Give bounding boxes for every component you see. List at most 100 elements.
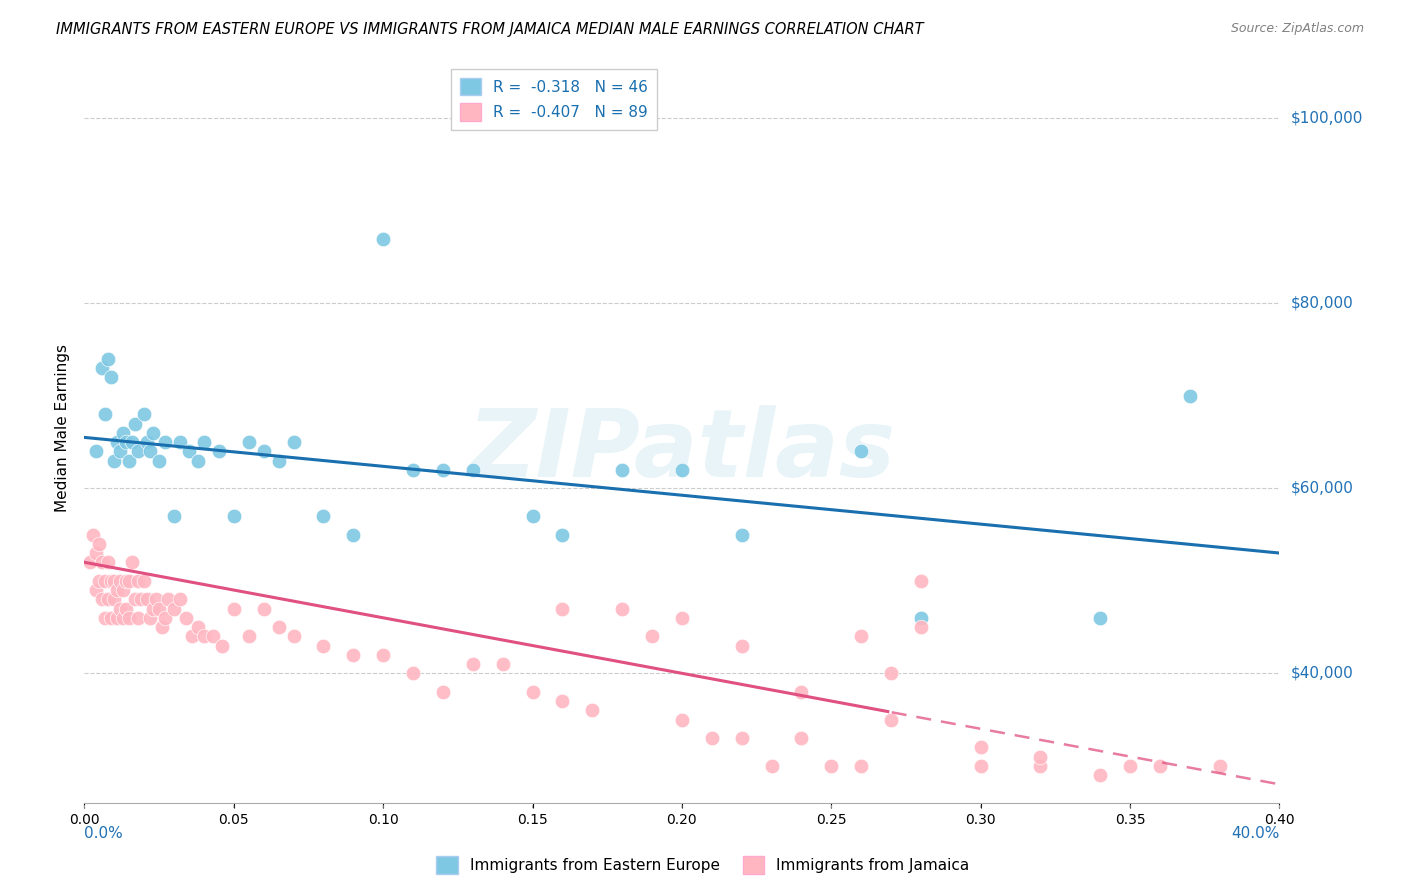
Point bbox=[91, 361, 114, 376]
Point bbox=[253, 601, 276, 615]
Point bbox=[127, 611, 149, 625]
Point bbox=[1029, 749, 1052, 764]
Point bbox=[731, 639, 754, 653]
Point bbox=[136, 435, 159, 450]
Point bbox=[1119, 759, 1142, 773]
Point bbox=[169, 592, 191, 607]
Point bbox=[1090, 768, 1112, 782]
Point bbox=[761, 759, 783, 773]
Point bbox=[100, 574, 122, 588]
Point bbox=[671, 463, 693, 477]
Point bbox=[132, 574, 156, 588]
Point bbox=[136, 592, 159, 607]
Point bbox=[163, 509, 186, 524]
Point bbox=[283, 435, 305, 450]
Point bbox=[312, 639, 335, 653]
Point bbox=[432, 685, 454, 699]
Text: IMMIGRANTS FROM EASTERN EUROPE VS IMMIGRANTS FROM JAMAICA MEDIAN MALE EARNINGS C: IMMIGRANTS FROM EASTERN EUROPE VS IMMIGR… bbox=[56, 22, 924, 37]
Point bbox=[132, 407, 156, 421]
Point bbox=[910, 574, 932, 588]
Point bbox=[492, 657, 515, 671]
Point bbox=[112, 582, 135, 597]
Text: 40.0%: 40.0% bbox=[1232, 826, 1279, 841]
Point bbox=[880, 666, 903, 681]
Point bbox=[105, 435, 128, 450]
Point bbox=[201, 629, 224, 643]
Point bbox=[174, 611, 197, 625]
Point bbox=[110, 444, 132, 458]
Point bbox=[373, 648, 395, 662]
Point bbox=[118, 453, 141, 467]
Text: Source: ZipAtlas.com: Source: ZipAtlas.com bbox=[1230, 22, 1364, 36]
Point bbox=[94, 407, 117, 421]
Point bbox=[253, 444, 276, 458]
Point bbox=[851, 629, 873, 643]
Point bbox=[402, 463, 425, 477]
Point bbox=[1090, 611, 1112, 625]
Text: $60,000: $60,000 bbox=[1291, 481, 1354, 496]
Point bbox=[612, 463, 634, 477]
Point bbox=[115, 435, 138, 450]
Point bbox=[142, 601, 165, 615]
Point bbox=[851, 444, 873, 458]
Point bbox=[103, 592, 125, 607]
Point bbox=[461, 657, 484, 671]
Text: ZIPatlas: ZIPatlas bbox=[468, 405, 896, 497]
Legend: R =  -0.318   N = 46, R =  -0.407   N = 89: R = -0.318 N = 46, R = -0.407 N = 89 bbox=[450, 69, 658, 130]
Point bbox=[641, 629, 664, 643]
Point bbox=[148, 601, 170, 615]
Point bbox=[1149, 759, 1171, 773]
Point bbox=[100, 611, 122, 625]
Point bbox=[121, 555, 143, 569]
Point bbox=[193, 629, 215, 643]
Point bbox=[461, 463, 484, 477]
Point bbox=[115, 574, 138, 588]
Point bbox=[731, 527, 754, 541]
Point bbox=[790, 731, 813, 745]
Point bbox=[86, 444, 108, 458]
Point bbox=[283, 629, 305, 643]
Point bbox=[522, 685, 544, 699]
Point bbox=[110, 574, 132, 588]
Point bbox=[94, 574, 117, 588]
Point bbox=[267, 620, 290, 634]
Point bbox=[342, 527, 364, 541]
Point bbox=[103, 453, 125, 467]
Point bbox=[238, 629, 260, 643]
Point bbox=[222, 509, 245, 524]
Point bbox=[342, 648, 364, 662]
Point bbox=[1178, 389, 1201, 403]
Point bbox=[79, 555, 101, 569]
Point bbox=[970, 759, 993, 773]
Point bbox=[790, 685, 813, 699]
Text: $100,000: $100,000 bbox=[1291, 111, 1362, 126]
Point bbox=[97, 592, 120, 607]
Legend: Immigrants from Eastern Europe, Immigrants from Jamaica: Immigrants from Eastern Europe, Immigran… bbox=[430, 850, 976, 880]
Point bbox=[671, 611, 693, 625]
Point bbox=[177, 444, 200, 458]
Point bbox=[432, 463, 454, 477]
Point bbox=[124, 417, 146, 431]
Point bbox=[851, 759, 873, 773]
Point bbox=[222, 601, 245, 615]
Point bbox=[91, 555, 114, 569]
Point bbox=[103, 574, 125, 588]
Text: $40,000: $40,000 bbox=[1291, 665, 1354, 681]
Point bbox=[169, 435, 191, 450]
Point bbox=[153, 611, 176, 625]
Point bbox=[121, 435, 143, 450]
Point bbox=[522, 509, 544, 524]
Point bbox=[139, 444, 162, 458]
Point bbox=[145, 592, 167, 607]
Point bbox=[181, 629, 204, 643]
Point bbox=[124, 592, 146, 607]
Point bbox=[97, 351, 120, 366]
Point bbox=[150, 620, 173, 634]
Point bbox=[89, 537, 111, 551]
Point bbox=[112, 611, 135, 625]
Point bbox=[94, 611, 117, 625]
Text: $80,000: $80,000 bbox=[1291, 296, 1354, 310]
Point bbox=[880, 713, 903, 727]
Point bbox=[551, 527, 574, 541]
Point bbox=[731, 731, 754, 745]
